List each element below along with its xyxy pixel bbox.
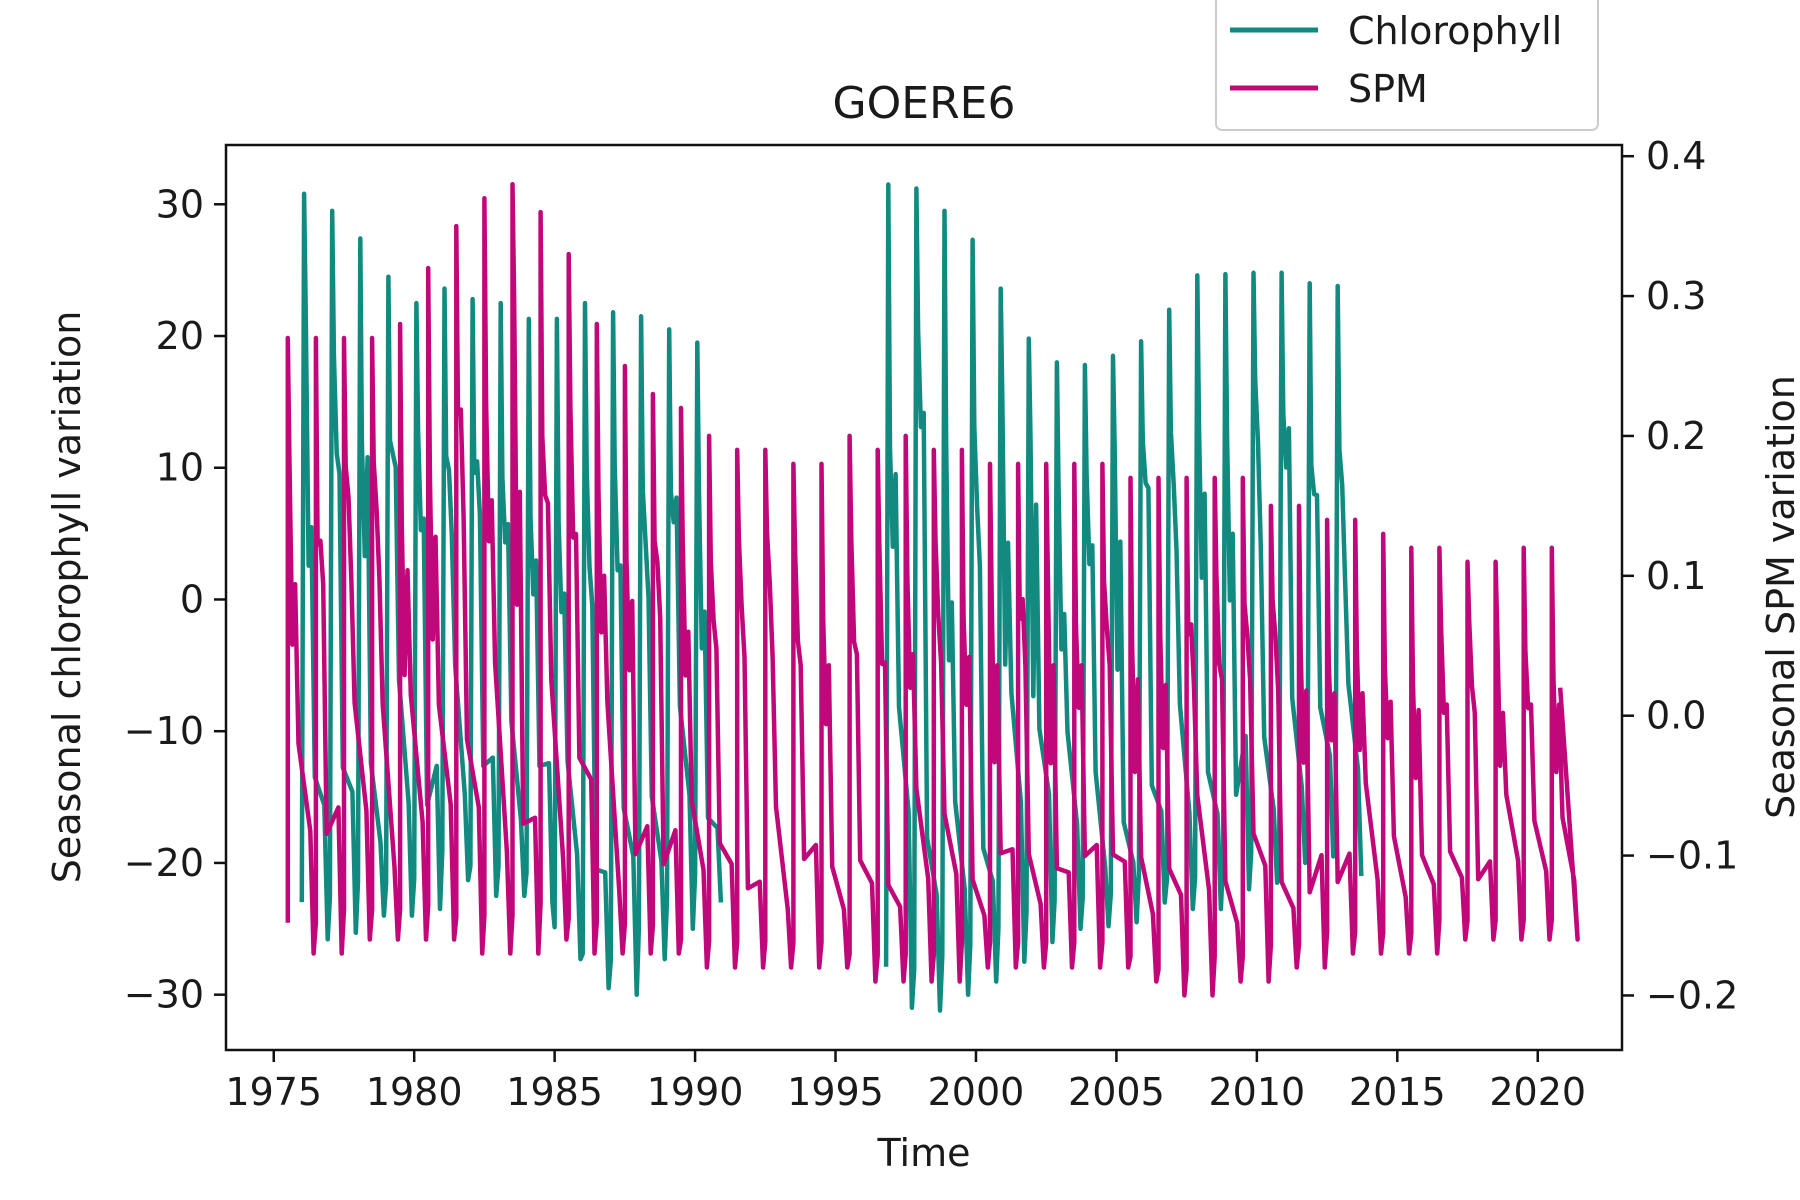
y2-tick-label-1: −0.1 [1646,834,1738,878]
y-tick-label-0: 0 [180,577,204,621]
y-tick-label-20: 20 [156,314,204,358]
chlorophyll-line-segment-1 [299,191,724,997]
spm-line [285,181,1580,998]
y2-tick-label-5: 0.3 [1646,274,1706,318]
plot-frame [224,143,1624,1052]
y-axis-left: −30 −20 −10 0 10 20 30 [124,182,226,1017]
x-tick-label-2015: 2015 [1349,1070,1446,1114]
y-tick-label-10: 10 [156,446,204,490]
legend-label-spm: SPM [1348,67,1428,111]
y-axis-title: Seasonal chlorophyll variation [45,311,89,884]
y-axis-right: −0.2 −0.1 0.0 0.1 0.2 0.3 0.4 [1622,134,1738,1017]
chlorophyll-line-segment-2 [883,182,1364,1013]
x-tick-label-2010: 2010 [1208,1070,1305,1114]
y2-tick-label-3: 0.1 [1646,554,1706,598]
chart-title: GOERE6 [833,78,1016,129]
y-tick-label-30: 30 [156,182,204,226]
x-tick-label-2005: 2005 [1068,1070,1165,1114]
y2-tick-label-6: 0.4 [1646,134,1706,178]
x-tick-label-1985: 1985 [506,1070,603,1114]
y2-tick-label-0: −0.2 [1646,973,1738,1017]
legend-label-chlorophyll: Chlorophyll [1348,9,1562,53]
y2-tick-label-4: 0.2 [1646,414,1706,458]
y-tick-label--10: −10 [124,709,204,753]
x-tick-label-2000: 2000 [928,1070,1025,1114]
series-layer [285,181,1580,1013]
x-tick-label-1990: 1990 [647,1070,744,1114]
x-tick-label-1975: 1975 [225,1070,322,1114]
x-axis-title: Time [877,1131,971,1175]
y2-axis-title: Seasonal SPM variation [1759,375,1800,819]
x-tick-label-1980: 1980 [366,1070,463,1114]
x-axis: 1975 1980 1985 1990 1995 2000 2005 2010 2015 2020 [225,1050,1586,1114]
x-tick-label-1995: 1995 [787,1070,884,1114]
legend: Chlorophyll SPM [1215,0,1599,131]
y-tick-label--20: −20 [124,841,204,885]
x-tick-label-2020: 2020 [1489,1070,1586,1114]
y2-tick-label-2: 0.0 [1646,694,1706,738]
y-tick-label--30: −30 [124,973,204,1017]
